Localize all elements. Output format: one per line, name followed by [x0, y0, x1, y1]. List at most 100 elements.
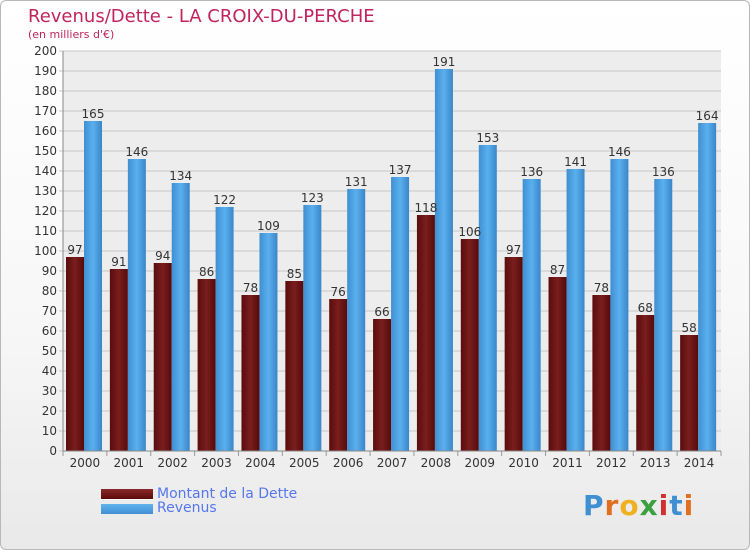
y-tick-label: 40 [42, 364, 57, 378]
x-tick-label-2007: 2007 [377, 456, 408, 470]
y-tick-label: 20 [42, 404, 57, 418]
bar-debt-2000 [66, 257, 84, 451]
y-tick-label: 100 [34, 244, 57, 258]
bar-revenue-2001 [127, 159, 146, 451]
x-tick-label-2008: 2008 [421, 456, 452, 470]
bar-revenue-2006 [347, 189, 366, 451]
logo-letter: r [604, 489, 620, 522]
bar-revenue-2002 [171, 183, 190, 451]
data-label-revenue-2009: 153 [476, 131, 499, 145]
y-tick-label: 80 [42, 284, 57, 298]
data-label-debt-2001: 91 [111, 255, 126, 269]
logo-letter: t [669, 489, 684, 522]
y-tick-label: 150 [34, 144, 57, 158]
data-label-revenue-2005: 123 [301, 191, 324, 205]
data-label-debt-2010: 97 [506, 243, 521, 257]
proxiti-logo: Proxiti [583, 489, 694, 522]
bar-revenue-2014 [698, 123, 717, 451]
y-tick-label: 110 [34, 224, 57, 238]
bar-revenue-2010 [522, 179, 541, 451]
x-tick-label-2006: 2006 [333, 456, 364, 470]
y-tick-label: 70 [42, 304, 57, 318]
bar-debt-2013 [636, 315, 655, 451]
x-tick-label-2002: 2002 [157, 456, 188, 470]
bar-debt-2005 [285, 281, 304, 451]
data-label-debt-2000: 97 [67, 243, 82, 257]
logo-letter: P [583, 489, 605, 522]
logo-letter: i [683, 489, 695, 522]
bar-revenue-2004 [259, 233, 278, 451]
data-label-revenue-2011: 141 [564, 155, 587, 169]
y-tick-label: 140 [34, 164, 57, 178]
bar-debt-2003 [197, 279, 216, 451]
data-label-revenue-2003: 122 [213, 193, 236, 207]
x-tick-label-2000: 2000 [70, 456, 101, 470]
data-label-revenue-2010: 136 [520, 165, 543, 179]
data-label-debt-2005: 85 [287, 267, 302, 281]
data-label-debt-2006: 76 [331, 285, 346, 299]
y-tick-label: 170 [34, 104, 57, 118]
bar-debt-2001 [109, 269, 128, 451]
bar-debt-2012 [592, 295, 611, 451]
bar-debt-2014 [680, 335, 699, 451]
data-label-debt-2009: 106 [458, 225, 481, 239]
data-label-debt-2007: 66 [374, 305, 389, 319]
data-label-revenue-2012: 146 [608, 145, 631, 159]
bar-debt-2009 [460, 239, 479, 451]
data-label-debt-2002: 94 [155, 249, 170, 263]
y-tick-label: 60 [42, 324, 57, 338]
bar-debt-2008 [416, 215, 435, 451]
x-tick-label-2012: 2012 [596, 456, 627, 470]
bar-debt-2004 [241, 295, 260, 451]
logo-letter: o [619, 489, 640, 522]
logo-letter: i [658, 489, 670, 522]
legend-label-revenue: Revenus [157, 500, 217, 516]
bar-debt-2007 [373, 319, 392, 451]
y-tick-label: 0 [49, 444, 57, 458]
x-tick-label-2009: 2009 [464, 456, 495, 470]
data-label-debt-2011: 87 [550, 263, 565, 277]
y-tick-label: 160 [34, 124, 57, 138]
bar-debt-2010 [504, 257, 523, 451]
data-label-revenue-2001: 146 [125, 145, 148, 159]
legend-swatch-revenue [101, 504, 153, 514]
data-label-revenue-2004: 109 [257, 219, 280, 233]
bar-debt-2011 [548, 277, 567, 451]
bar-revenue-2000 [84, 121, 102, 451]
bar-revenue-2008 [434, 69, 453, 451]
x-tick-label-2013: 2013 [640, 456, 671, 470]
data-label-debt-2012: 78 [594, 281, 609, 295]
data-label-debt-2013: 68 [638, 301, 653, 315]
bar-revenue-2003 [215, 207, 234, 451]
data-label-debt-2004: 78 [243, 281, 258, 295]
bar-debt-2006 [329, 299, 348, 451]
data-label-revenue-2007: 137 [389, 163, 412, 177]
x-tick-label-2014: 2014 [684, 456, 715, 470]
chart-title: Revenus/Dette - LA CROIX-DU-PERCHE [28, 6, 375, 27]
x-tick-label-2004: 2004 [245, 456, 276, 470]
x-tick-label-2011: 2011 [552, 456, 583, 470]
y-tick-label: 90 [42, 264, 57, 278]
x-tick-label-2005: 2005 [289, 456, 320, 470]
data-label-revenue-2006: 131 [345, 175, 368, 189]
bar-revenue-2007 [391, 177, 410, 451]
y-tick-label: 130 [34, 184, 57, 198]
y-tick-label: 50 [42, 344, 57, 358]
x-tick-label-2001: 2001 [114, 456, 145, 470]
y-tick-label: 10 [42, 424, 57, 438]
data-label-debt-2003: 86 [199, 265, 214, 279]
data-label-revenue-2000: 165 [82, 107, 105, 121]
legend-swatch-debt [101, 489, 153, 499]
y-tick-label: 200 [34, 44, 57, 58]
data-label-debt-2008: 118 [414, 201, 437, 215]
data-label-revenue-2002: 134 [169, 169, 192, 183]
x-tick-label-2010: 2010 [508, 456, 539, 470]
legend-label-debt: Montant de la Dette [157, 486, 298, 502]
bar-revenue-2011 [566, 169, 585, 451]
data-label-revenue-2013: 136 [652, 165, 675, 179]
data-label-revenue-2008: 191 [432, 55, 455, 69]
y-tick-label: 30 [42, 384, 57, 398]
y-tick-label: 180 [34, 84, 57, 98]
